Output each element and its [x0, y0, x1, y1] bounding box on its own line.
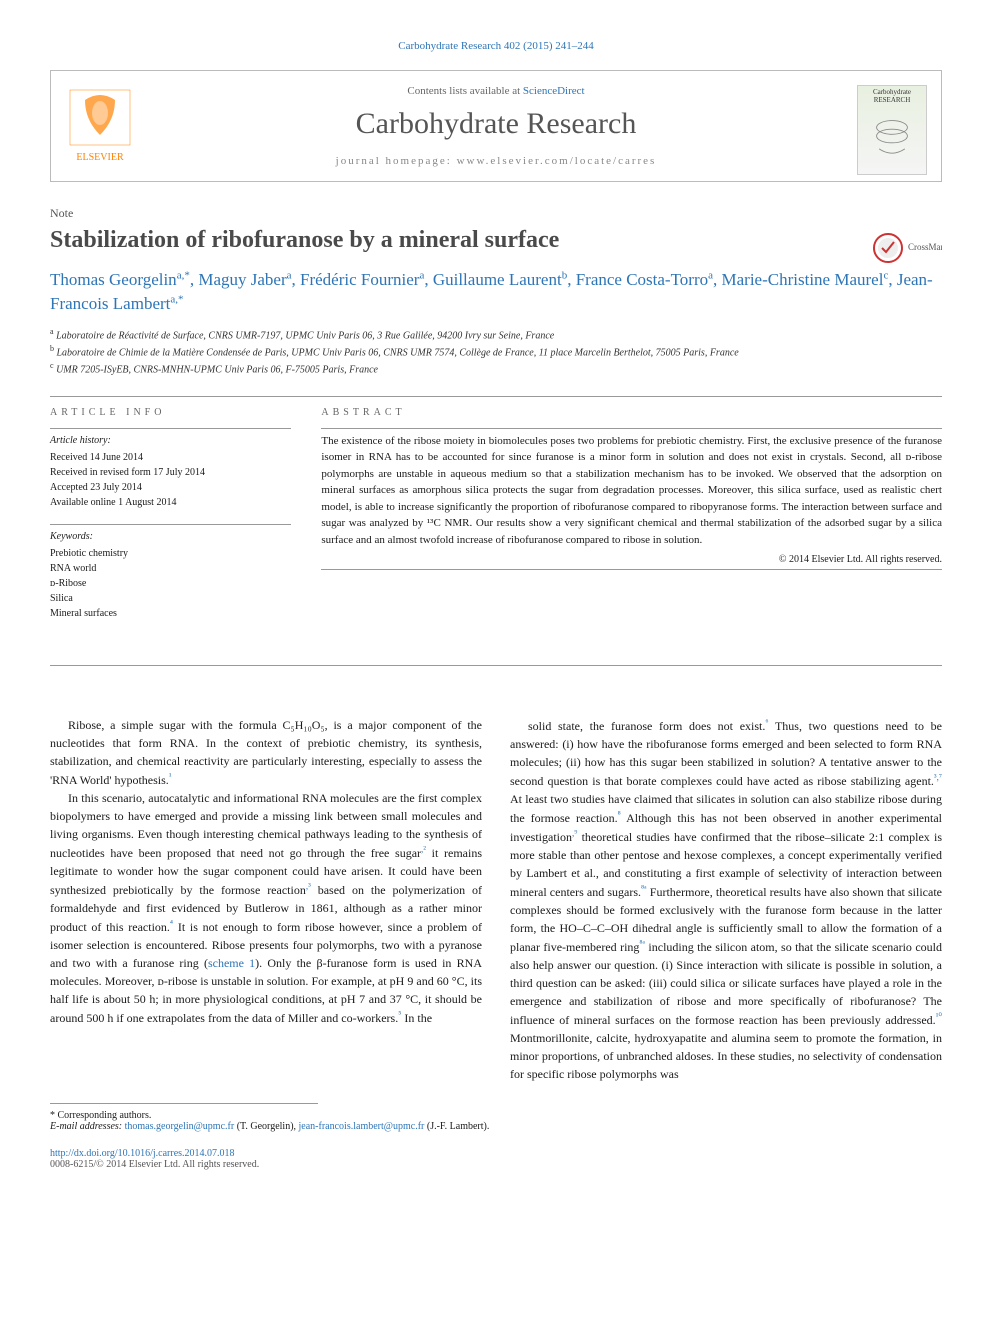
citation-line: Carbohydrate Research 402 (2015) 241–244 — [50, 40, 942, 52]
history-line: Accepted 23 July 2014 — [50, 480, 291, 495]
info-divider-2 — [50, 524, 291, 525]
author: Maguy Jabera — [198, 270, 291, 289]
journal-name: Carbohydrate Research — [151, 107, 841, 141]
citation-ref[interactable]: ,² — [421, 844, 426, 854]
citation-ref[interactable]: ,⁹ — [572, 828, 577, 838]
author: Frédéric Fourniera — [300, 270, 424, 289]
body-paragraph: solid state, the furanose form does not … — [510, 716, 942, 1083]
citation-ref[interactable]: ⁸ᵃ — [639, 938, 645, 948]
keyword: Mineral surfaces — [50, 606, 291, 621]
citation-ref[interactable]: ⁶ — [765, 717, 768, 727]
abstract-copyright: © 2014 Elsevier Ltd. All rights reserved… — [321, 554, 942, 565]
footer-block: * Corresponding authors. E-mail addresse… — [50, 1103, 942, 1170]
divider-bottom — [50, 665, 942, 666]
journal-homepage-line: journal homepage: www.elsevier.com/locat… — [151, 155, 841, 167]
author: Marie-Christine Maurelc — [722, 270, 889, 289]
svg-text:CrossMark: CrossMark — [908, 242, 942, 252]
article-history-block: Article history: Received 14 June 2014Re… — [50, 433, 291, 510]
affiliation: a Laboratoire de Réactivité de Surface, … — [50, 326, 942, 343]
email-link[interactable]: thomas.georgelin@upmc.fr — [125, 1121, 235, 1132]
doi-link[interactable]: http://dx.doi.org/10.1016/j.carres.2014.… — [50, 1148, 942, 1159]
body-paragraph: In this scenario, autocatalytic and info… — [50, 789, 482, 1027]
article-title: Stabilization of ribofuranose by a miner… — [50, 227, 942, 254]
citation-ref[interactable]: ¹ — [169, 771, 172, 781]
contents-available-line: Contents lists available at ScienceDirec… — [151, 85, 841, 97]
keyword: RNA world — [50, 561, 291, 576]
abstract-text: The existence of the ribose moiety in bi… — [321, 433, 942, 549]
affiliation: c UMR 7205-ISyEB, CNRS-MNHN-UPMC Univ Pa… — [50, 360, 942, 377]
citation-ref[interactable]: ⁵ — [398, 1009, 401, 1019]
issn-copyright: 0008-6215/© 2014 Elsevier Ltd. All right… — [50, 1159, 942, 1170]
abstract-header: ABSTRACT — [321, 407, 942, 418]
abstract-divider-2 — [321, 569, 942, 570]
citation-ref[interactable]: ¹⁰ — [936, 1011, 942, 1021]
journal-header-box: ELSEVIER Carbohydrate RESEARCH Contents … — [50, 70, 942, 182]
author: France Costa-Torroa — [576, 270, 713, 289]
contents-prefix: Contents lists available at — [407, 85, 522, 97]
email-addresses-line: E-mail addresses: thomas.georgelin@upmc.… — [50, 1121, 942, 1132]
elsevier-logo: ELSEVIER — [65, 85, 135, 165]
info-divider-1 — [50, 428, 291, 429]
article-type-label: Note — [50, 206, 942, 221]
svg-text:ELSEVIER: ELSEVIER — [76, 152, 124, 163]
footer-separator — [50, 1103, 318, 1104]
homepage-url: www.elsevier.com/locate/carres — [457, 155, 657, 167]
crossmark-badge[interactable]: CrossMark — [872, 228, 942, 268]
abstract-column: ABSTRACT The existence of the ribose moi… — [321, 407, 942, 635]
citation-ref[interactable]: ⁸ — [618, 809, 621, 819]
journal-cover-thumbnail: Carbohydrate RESEARCH — [857, 85, 927, 175]
email-label: E-mail addresses: — [50, 1121, 122, 1132]
history-line: Received 14 June 2014 — [50, 450, 291, 465]
citation-ref[interactable]: ⁴ — [170, 918, 173, 928]
history-line: Available online 1 August 2014 — [50, 495, 291, 510]
citation-ref[interactable]: ⁸ᵃ — [641, 883, 647, 893]
article-info-header: ARTICLE INFO — [50, 407, 291, 418]
history-line: Received in revised form 17 July 2014 — [50, 465, 291, 480]
cover-thumbnail-title: Carbohydrate RESEARCH — [858, 86, 926, 106]
abstract-divider-1 — [321, 428, 942, 429]
citation-ref[interactable]: ,³ — [306, 881, 311, 891]
keyword: ᴅ-Ribose — [50, 576, 291, 591]
history-label: Article history: — [50, 433, 291, 448]
corresponding-label: * Corresponding authors. — [50, 1110, 942, 1121]
info-abstract-row: ARTICLE INFO Article history: Received 1… — [50, 407, 942, 635]
affiliations-list: a Laboratoire de Réactivité de Surface, … — [50, 326, 942, 378]
sciencedirect-link[interactable]: ScienceDirect — [523, 85, 585, 97]
page-container: Carbohydrate Research 402 (2015) 241–244… — [0, 0, 992, 1210]
author: Guillaume Laurentb — [433, 270, 567, 289]
keyword: Silica — [50, 591, 291, 606]
authors-list: Thomas Georgelina,*, Maguy Jabera, Frédé… — [50, 268, 942, 316]
article-info-column: ARTICLE INFO Article history: Received 1… — [50, 407, 291, 635]
corresponding-authors: * Corresponding authors. E-mail addresse… — [50, 1110, 942, 1132]
homepage-prefix: journal homepage: — [336, 155, 457, 167]
keywords-block: Keywords: Prebiotic chemistryRNA worldᴅ-… — [50, 529, 291, 621]
author: Thomas Georgelina,* — [50, 270, 190, 289]
body-paragraph: Ribose, a simple sugar with the formula … — [50, 716, 482, 789]
keyword: Prebiotic chemistry — [50, 546, 291, 561]
email-name: (T. Georgelin) — [237, 1121, 294, 1132]
citation-ref[interactable]: ³,⁷ — [934, 772, 942, 782]
body-column-left: Ribose, a simple sugar with the formula … — [50, 716, 482, 1083]
keywords-label: Keywords: — [50, 529, 291, 544]
title-block: Note Stabilization of ribofuranose by a … — [50, 206, 942, 378]
email-name: (J.-F. Lambert). — [427, 1121, 490, 1132]
body-column-right: solid state, the furanose form does not … — [510, 716, 942, 1083]
email-link[interactable]: jean-francois.lambert@upmc.fr — [299, 1121, 425, 1132]
body-columns: Ribose, a simple sugar with the formula … — [50, 716, 942, 1083]
scheme-link[interactable]: scheme 1 — [208, 956, 255, 970]
affiliation: b Laboratoire de Chimie de la Matière Co… — [50, 343, 942, 360]
divider-top — [50, 396, 942, 397]
